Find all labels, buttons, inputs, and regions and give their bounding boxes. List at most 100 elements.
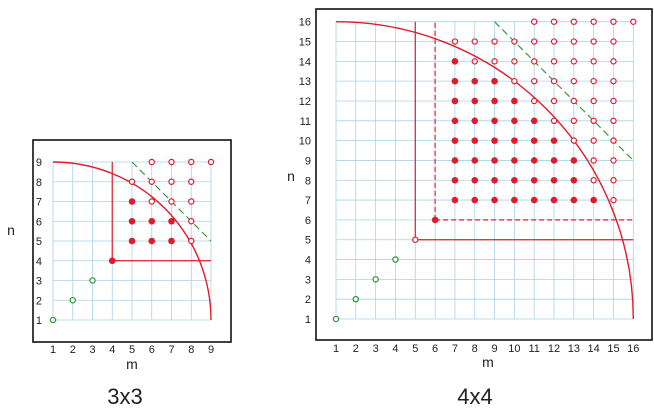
y-tick-label: 7: [305, 195, 311, 207]
x-tick-label: 14: [588, 343, 600, 355]
y-tick-label: 2: [36, 295, 42, 307]
x-tick-label: 6: [149, 344, 155, 356]
red-filled-point: [491, 196, 498, 204]
y-tick-label: 8: [305, 175, 311, 187]
red-open-point: [148, 178, 155, 185]
red-open-point: [630, 18, 637, 25]
red-filled-point: [451, 137, 459, 144]
red-filled-point: [511, 117, 518, 125]
y-tick-label: 4: [305, 255, 311, 267]
x-axis-label: m: [482, 354, 494, 370]
red-open-point: [610, 117, 617, 125]
red-open-point: [550, 77, 558, 85]
red-filled-point: [471, 117, 479, 125]
red-open-point: [168, 158, 175, 166]
y-tick-label: 11: [300, 116, 311, 128]
green-open-point: [69, 296, 77, 304]
red-filled-point: [491, 77, 498, 85]
red-filled-point: [550, 157, 558, 164]
red-filled-point: [471, 97, 479, 105]
red-filled-point: [550, 176, 558, 184]
red-open-point: [188, 237, 195, 245]
y-tick-label: 4: [36, 256, 42, 268]
red-open-point: [570, 58, 578, 65]
y-tick-label: 9: [36, 157, 42, 169]
red-filled-point: [451, 77, 459, 85]
red-open-point: [531, 38, 538, 45]
panel-caption: 3x3: [107, 384, 142, 409]
red-filled-point: [550, 137, 558, 144]
panel-3x3: 1 2 3 4 5 6 7 8 9 1 2 3 4 5 6 7 8 9 m n 3x3: [7, 139, 232, 409]
y-tick-label: 1: [36, 315, 42, 327]
x-tick-label: 2: [70, 344, 76, 356]
x-tick-label: 1: [333, 343, 339, 355]
red-filled-point: [511, 137, 518, 144]
green-open-point: [49, 316, 57, 324]
x-tick-label: 10: [508, 343, 520, 355]
red-open-point: [570, 137, 578, 144]
y-tick-label: 5: [305, 235, 311, 247]
green-open-point: [392, 256, 399, 263]
red-filled-point: [511, 196, 518, 204]
red-filled-point: [530, 137, 538, 144]
red-open-point: [550, 38, 558, 45]
red-filled-point: [451, 117, 459, 125]
red-open-point: [590, 157, 597, 164]
red-open-point: [491, 58, 498, 65]
red-filled-point: [451, 58, 459, 65]
red-open-point: [168, 178, 175, 185]
red-open-point: [590, 177, 597, 184]
red-open-point: [590, 18, 597, 25]
red-open-point: [491, 38, 498, 45]
red-open-point: [550, 97, 558, 105]
y-tick-label: 6: [305, 215, 311, 227]
red-open-point: [610, 77, 617, 85]
x-tick-label: 12: [548, 343, 560, 355]
x-tick-label: 8: [472, 343, 478, 355]
y-tick-label: 2: [305, 294, 311, 306]
red-open-point: [207, 158, 215, 166]
x-tick-label: 4: [109, 344, 115, 356]
x-tick-label: 8: [188, 344, 194, 356]
red-open-point: [570, 117, 578, 125]
y-tick-label: 1: [305, 314, 311, 326]
y-tick-label: 3: [36, 276, 42, 288]
y-tick-label: 15: [299, 37, 311, 49]
red-filled-point: [471, 196, 479, 204]
red-open-point: [511, 77, 518, 85]
red-open-point: [610, 157, 617, 164]
red-open-point: [590, 117, 597, 125]
red-open-point: [451, 38, 459, 45]
y-tick-label: 9: [305, 155, 311, 167]
quarter-circle-arc: [52, 161, 212, 321]
red-filled-point: [168, 237, 175, 245]
red-open-point: [590, 58, 597, 65]
red-open-point: [531, 77, 538, 85]
red-open-point: [590, 77, 597, 85]
red-filled-point: [451, 97, 459, 105]
red-open-point: [531, 58, 538, 65]
y-tick-label: 10: [299, 136, 311, 148]
y-tick-label: 5: [36, 236, 42, 248]
red-open-point: [610, 38, 617, 45]
y-tick-label: 3: [305, 274, 311, 286]
red-filled-point: [128, 237, 136, 245]
red-filled-point: [511, 157, 518, 164]
red-filled-point: [570, 157, 578, 164]
red-open-point: [511, 38, 518, 45]
green-open-point: [352, 295, 360, 303]
red-open-point: [412, 236, 419, 243]
x-axis-label: m: [126, 356, 138, 372]
x-tick-label: 3: [89, 344, 95, 356]
red-open-point: [570, 38, 578, 45]
x-tick-label: 7: [452, 343, 458, 355]
red-filled-point: [451, 176, 459, 184]
red-open-point: [610, 97, 617, 105]
red-open-point: [590, 38, 597, 45]
x-tick-label: 4: [392, 343, 398, 355]
red-open-point: [570, 77, 578, 85]
y-tick-label: 16: [299, 17, 311, 29]
red-open-point: [570, 97, 578, 105]
panel-frame: [315, 8, 653, 341]
